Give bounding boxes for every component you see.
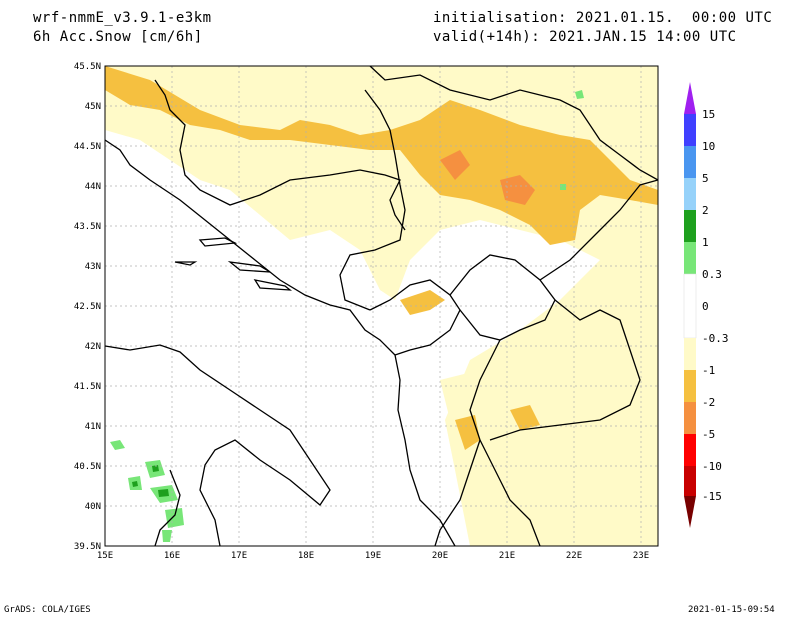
colorbar-label: 10 (702, 140, 715, 153)
snow-area-green (110, 90, 584, 542)
colorbar-label: 5 (702, 172, 709, 185)
colorbar-swatch (684, 370, 696, 402)
variable-label: 6h Acc.Snow [cm/6h] (33, 29, 203, 45)
northern-border (369, 66, 658, 181)
valid-time: valid(+14h): 2021.JAN.15 14:00 UTC (433, 29, 737, 45)
lat-label: 42.5N (74, 302, 101, 312)
colorbar-label: -2 (702, 396, 715, 409)
colorbar-label: -15 (702, 490, 722, 503)
lon-label: 23E (633, 551, 649, 561)
colorbar-swatch (684, 210, 696, 242)
lat-label: 45.5N (74, 62, 101, 72)
colorbar-label: 15 (702, 108, 715, 121)
colorbar-top-arrow (684, 82, 696, 114)
lon-label: 21E (499, 551, 515, 561)
colorbar-label: 0 (702, 300, 709, 313)
macedonia-greece-border (489, 299, 641, 441)
lon-label: 18E (298, 551, 314, 561)
snow-area-green-dark (132, 465, 169, 497)
colorbar-label: 0.3 (702, 268, 722, 281)
colorbar-label: -5 (702, 428, 715, 441)
colorbar-swatch (684, 402, 696, 434)
bosnia-serbia-border (339, 89, 406, 311)
lon-label: 20E (432, 551, 448, 561)
longitude-labels: 15E 16E 17E 18E 19E 20E 21E 22E 23E (97, 551, 649, 561)
colorbar-label: 2 (702, 204, 709, 217)
colorbar-label: -1 (702, 364, 715, 377)
coastlines-borders (105, 66, 658, 546)
colorbar-label: -10 (702, 460, 722, 473)
map-frame (104, 65, 659, 547)
colorbar-swatch (684, 178, 696, 210)
lon-label: 22E (566, 551, 582, 561)
snow-fields (105, 66, 658, 546)
croatia-bosnia-border (154, 79, 406, 231)
snow-area-2cm (440, 150, 535, 205)
lat-label: 43.5N (74, 222, 101, 232)
colorbar: 15 10 5 2 1 0.3 0 -0.3 -1 -2 -5 -10 -15 (683, 82, 729, 528)
colorbar-swatch (684, 242, 696, 274)
adriatic-coast-east (105, 139, 456, 546)
lat-label: 41N (85, 422, 101, 432)
lon-label: 19E (365, 551, 381, 561)
colorbar-label: -0.3 (702, 332, 729, 345)
italy-heel (154, 469, 181, 546)
montenegro-border (369, 279, 461, 356)
colorbar-label: 1 (702, 236, 709, 249)
italy-coast (105, 344, 331, 546)
lat-label: 39.5N (74, 542, 101, 552)
colorbar-swatch (684, 434, 696, 466)
greece-albania-border (434, 439, 481, 546)
latitude-labels: 39.5N 40N 40.5N 41N 41.5N 42N 42.5N 43N … (74, 62, 101, 552)
lon-label: 15E (97, 551, 113, 561)
albania-macedonia-border (469, 339, 541, 546)
lat-label: 43N (85, 262, 101, 272)
snow-area-1cm-south (400, 290, 540, 450)
model-name: wrf-nmmE_v3.9.1-e3km (33, 10, 212, 26)
footer-credit: GrADS: COLA/IGES (4, 605, 91, 615)
colorbar-swatch (683, 273, 697, 339)
lat-label: 44.5N (74, 142, 101, 152)
lon-label: 17E (231, 551, 247, 561)
colorbar-swatch (684, 466, 696, 496)
lat-label: 45N (85, 102, 101, 112)
dalmatian-islands (174, 237, 293, 291)
colorbar-bottom-arrow (684, 496, 696, 528)
footer-timestamp: 2021-01-15-09:54 (688, 605, 775, 615)
colorbar-swatch (684, 146, 696, 178)
lon-label: 16E (164, 551, 180, 561)
serbia-bulgaria-border (539, 179, 658, 281)
lat-label: 40.5N (74, 462, 101, 472)
lat-label: 40N (85, 502, 101, 512)
snow-area-light-2 (440, 370, 540, 480)
colorbar-swatch (684, 114, 696, 146)
map-grid (105, 66, 658, 546)
lat-label: 42N (85, 342, 101, 352)
colorbar-swatch (684, 338, 696, 370)
lat-label: 44N (85, 182, 101, 192)
lat-label: 41.5N (74, 382, 101, 392)
init-time: initialisation: 2021.01.15. 00:00 UTC (433, 10, 773, 26)
